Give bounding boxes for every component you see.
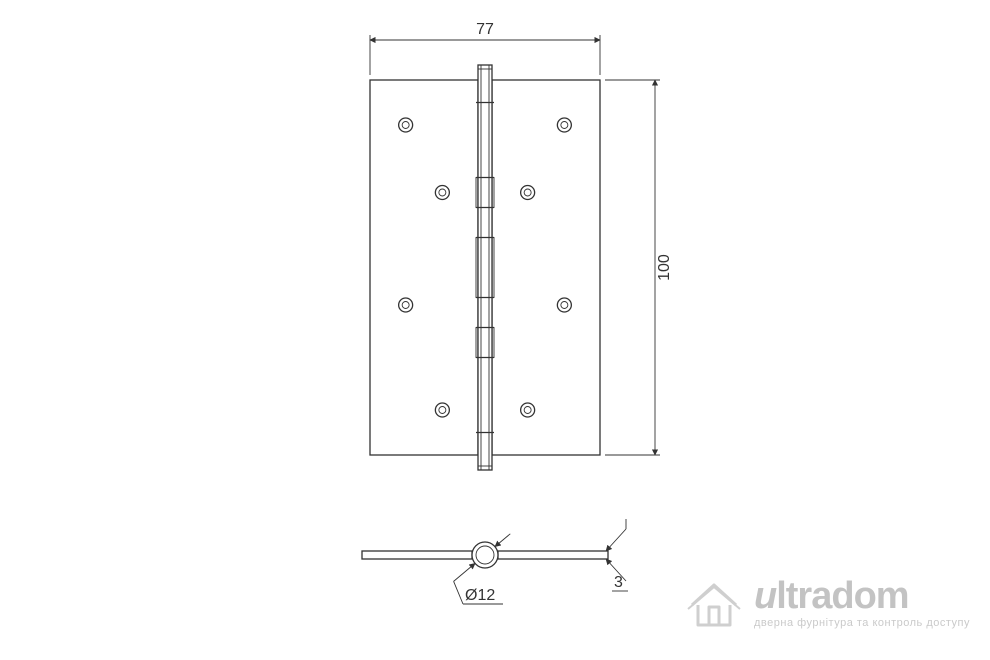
dim-thickness-label: 3	[614, 574, 623, 591]
dim-width-label: 77	[476, 21, 494, 38]
dim-height-label: 100	[656, 254, 673, 281]
dim-diameter-label: Ø12	[465, 587, 495, 604]
hinge-diagram: 77 100 Ø12 3	[0, 0, 990, 660]
front-view	[370, 65, 600, 470]
dimensions	[370, 35, 660, 455]
